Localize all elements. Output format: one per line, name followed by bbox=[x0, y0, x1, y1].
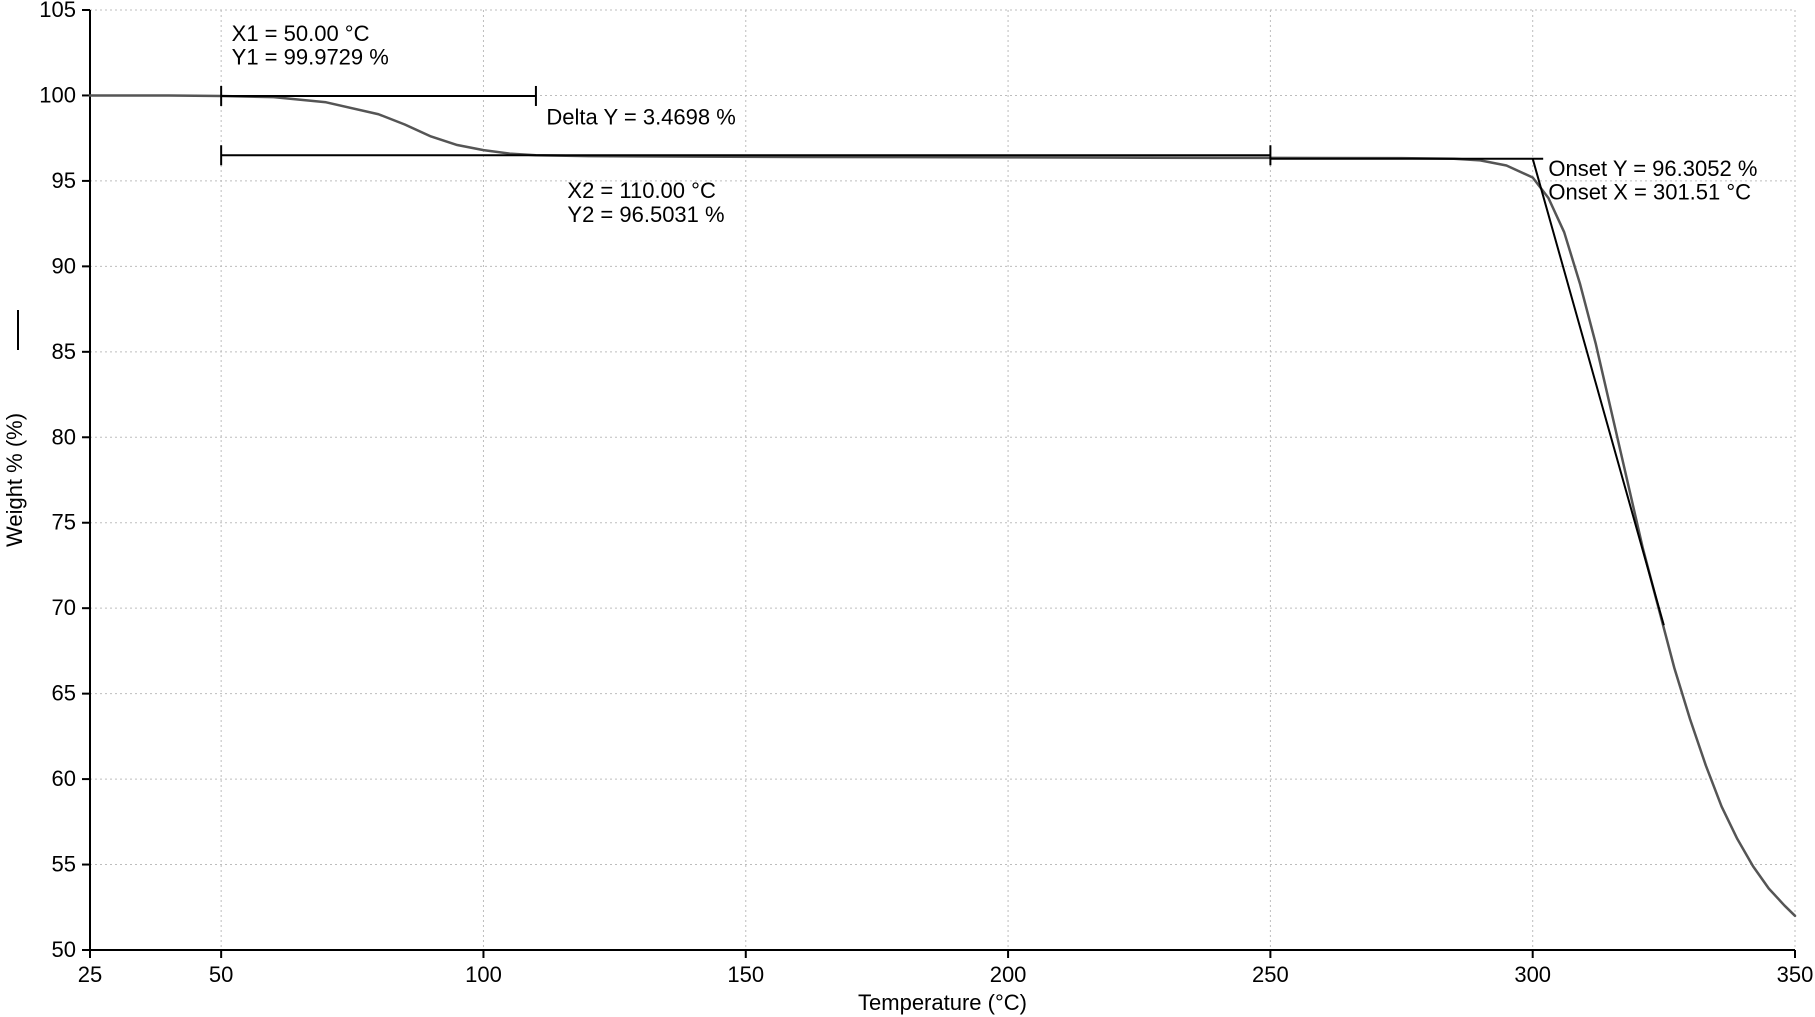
x-tick-label: 150 bbox=[727, 962, 764, 987]
y-tick-label: 55 bbox=[52, 852, 76, 877]
y-tick-label: 105 bbox=[39, 0, 76, 22]
y-tick-label: 90 bbox=[52, 253, 76, 278]
x-tick-label: 300 bbox=[1514, 962, 1551, 987]
annotation-dy: Delta Y = 3.4698 % bbox=[546, 105, 735, 130]
annotation-onsY: Onset Y = 96.3052 % bbox=[1548, 156, 1757, 181]
annotation-y2: Y2 = 96.5031 % bbox=[567, 202, 724, 227]
chart-background bbox=[0, 0, 1815, 1017]
x-tick-label: 250 bbox=[1252, 962, 1289, 987]
y-tick-label: 60 bbox=[52, 766, 76, 791]
y-axis-label: Weight % (%) bbox=[2, 413, 27, 547]
x-tick-label: 350 bbox=[1777, 962, 1814, 987]
chart-svg: 2550100150200250300350505560657075808590… bbox=[0, 0, 1815, 1017]
annotation-y1: Y1 = 99.9729 % bbox=[232, 45, 389, 70]
y-tick-label: 50 bbox=[52, 937, 76, 962]
annotation-x1: X1 = 50.00 °C bbox=[232, 21, 370, 46]
y-tick-label: 85 bbox=[52, 339, 76, 364]
y-tick-label: 80 bbox=[52, 424, 76, 449]
x-axis-label: Temperature (°C) bbox=[858, 990, 1027, 1015]
y-tick-label: 100 bbox=[39, 82, 76, 107]
y-tick-label: 70 bbox=[52, 595, 76, 620]
x-tick-label: 100 bbox=[465, 962, 502, 987]
x-tick-label: 50 bbox=[209, 962, 233, 987]
x-tick-label: 25 bbox=[78, 962, 102, 987]
tga-chart: 2550100150200250300350505560657075808590… bbox=[0, 0, 1815, 1017]
y-tick-label: 65 bbox=[52, 681, 76, 706]
y-tick-label: 75 bbox=[52, 510, 76, 535]
y-tick-label: 95 bbox=[52, 168, 76, 193]
x-tick-label: 200 bbox=[990, 962, 1027, 987]
annotation-onsX: Onset X = 301.51 °C bbox=[1548, 180, 1751, 205]
annotation-x2: X2 = 110.00 °C bbox=[567, 178, 716, 203]
